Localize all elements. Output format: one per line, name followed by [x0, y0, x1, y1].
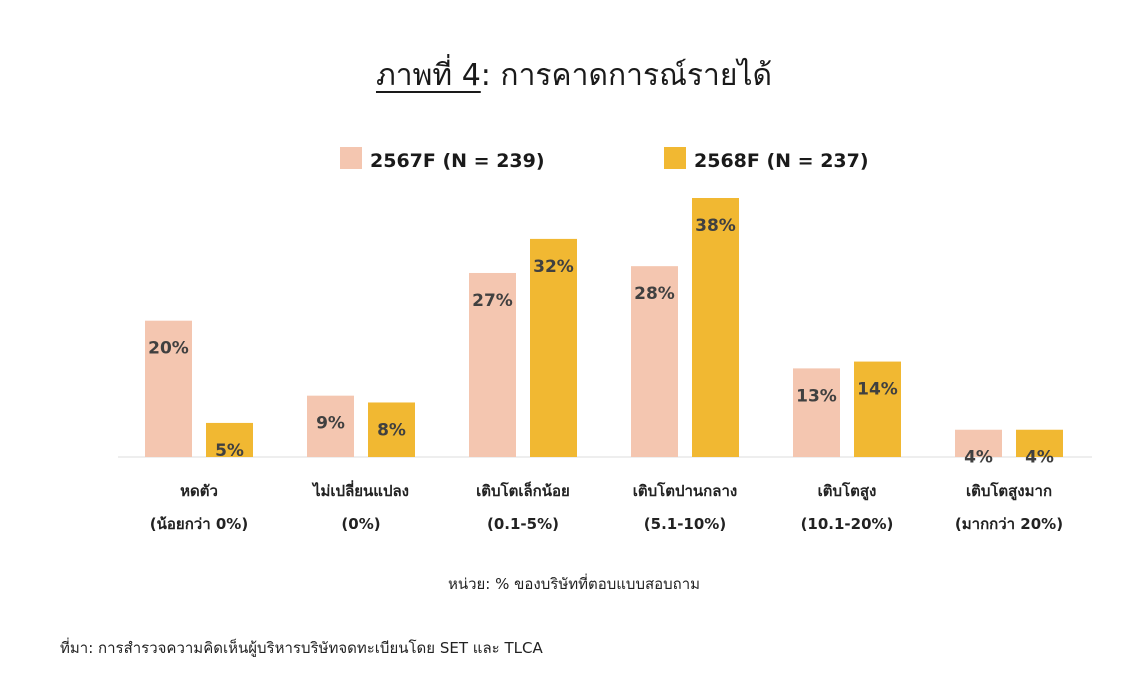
bar-1-4: [631, 266, 678, 457]
category-sublabel-1: (น้อยกว่า 0%): [150, 515, 248, 533]
bar-1-2: [307, 395, 354, 457]
bar-1-5: [793, 368, 840, 457]
data-label-1-3: 27%: [472, 291, 513, 311]
legend-label-1: 2567F (N = 239): [370, 150, 545, 172]
data-label-2-3: 32%: [533, 257, 574, 277]
category-label-1: หดตัว: [180, 482, 218, 500]
data-label-1-4: 28%: [634, 284, 675, 304]
bar-1-1: [145, 320, 192, 457]
category-label-4: เติบโตปานกลาง: [633, 481, 737, 500]
title-prefix: ภาพที่ 4: [375, 58, 481, 93]
data-label-2-5: 14%: [857, 380, 898, 400]
category-sublabel-5: (10.1-20%): [801, 515, 894, 533]
data-label-1-2: 9%: [316, 414, 345, 434]
data-label-2-2: 8%: [377, 420, 406, 440]
category-sublabel-2: (0%): [341, 515, 380, 533]
legend-swatch-1: [340, 147, 362, 169]
category-sublabel-4: (5.1-10%): [644, 515, 726, 533]
chart-title: ภาพที่ 4: การคาดการณ์รายได้: [0, 52, 1148, 99]
bar-2-6: [1016, 429, 1063, 457]
category-sublabel-6: (มากกว่า 20%): [955, 515, 1063, 533]
title-text: การคาดการณ์รายได้: [490, 58, 773, 93]
data-label-1-5: 13%: [796, 386, 837, 406]
legend-swatch-2: [664, 147, 686, 169]
data-label-2-4: 38%: [695, 216, 736, 236]
category-label-2: ไม่เปลี่ยนแปลง: [311, 480, 409, 500]
bar-chart: 2567F (N = 239) 2568F (N = 237) 20% 5% หดตัว…: [118, 147, 1092, 533]
data-label-2-6: 4%: [1025, 448, 1054, 468]
bar-2-3: [530, 238, 577, 457]
unit-note: หน่วย: % ของบริษัทที่ตอบแบบสอบถาม: [447, 575, 701, 593]
legend-label-2: 2568F (N = 237): [694, 150, 869, 172]
bar-2-4: [692, 198, 739, 457]
source-note: ที่มา: การสำรวจความคิดเห็นผู้บริหารบริษั…: [60, 639, 543, 657]
bar-2-5: [854, 361, 901, 457]
bar-2-1: [206, 422, 253, 457]
bar-2-2: [368, 402, 415, 457]
data-label-2-1: 5%: [215, 441, 244, 461]
category-label-3: เติบโตเล็กน้อย: [476, 481, 570, 500]
category-sublabel-3: (0.1-5%): [487, 515, 559, 533]
data-label-1-6: 4%: [964, 448, 993, 468]
data-label-1-1: 20%: [148, 339, 189, 359]
category-label-5: เติบโตสูง: [818, 481, 877, 501]
bar-1-3: [469, 272, 516, 457]
title-separator: :: [480, 58, 491, 93]
bar-1-6: [955, 429, 1002, 457]
category-label-6: เติบโตสูงมาก: [966, 481, 1052, 501]
